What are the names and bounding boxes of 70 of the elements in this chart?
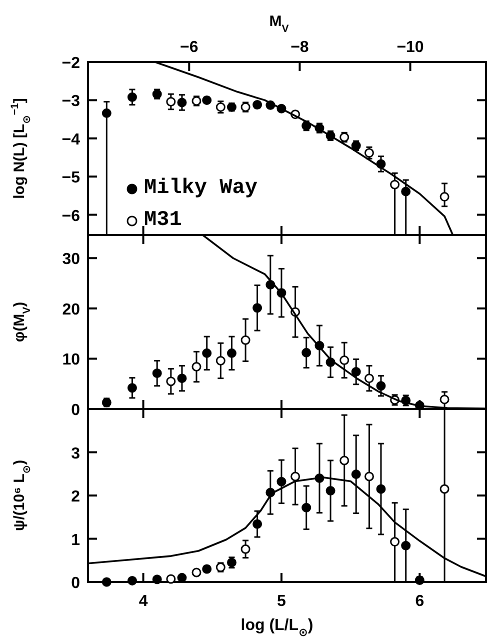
x-tick-label: 4	[138, 593, 148, 610]
x-tick-label: 6	[415, 593, 424, 610]
point	[290, 472, 300, 482]
y-tick-label: 3	[71, 445, 80, 462]
point	[166, 574, 176, 584]
point	[166, 96, 176, 106]
y-tick-label: −5	[62, 170, 80, 187]
x2-tick-label: −6	[180, 39, 198, 56]
point	[351, 367, 361, 377]
y-tick-label: −2	[62, 55, 80, 72]
point	[252, 303, 262, 313]
point	[216, 356, 226, 366]
point	[226, 348, 236, 358]
point	[340, 456, 350, 466]
y-tick-label: 2	[71, 488, 80, 506]
y-tick-label: 0	[71, 575, 80, 592]
point	[177, 572, 187, 582]
point	[340, 355, 350, 365]
point	[127, 383, 137, 393]
point	[326, 486, 336, 496]
point	[202, 564, 212, 574]
point	[440, 192, 450, 202]
point	[390, 537, 400, 547]
point	[364, 472, 374, 482]
point	[177, 98, 187, 108]
point	[351, 470, 361, 480]
point	[390, 180, 400, 190]
point	[376, 381, 386, 391]
point	[202, 348, 212, 358]
y-tick-label: −3	[62, 93, 80, 110]
x2-tick-label: −10	[396, 39, 424, 56]
point	[216, 102, 226, 112]
point	[302, 502, 312, 512]
y-tick-label: 1	[71, 532, 80, 549]
point	[177, 374, 187, 384]
legend-label: Milky Way	[144, 177, 258, 200]
point	[192, 362, 202, 372]
point	[192, 568, 202, 578]
y-tick-label: −4	[62, 131, 80, 148]
point	[414, 576, 424, 586]
x-tick-label: 5	[277, 593, 286, 610]
y-tick-label: 10	[62, 352, 80, 369]
point	[102, 108, 112, 118]
y-tick-label: 30	[62, 251, 80, 268]
y-tick-label: 20	[62, 301, 80, 318]
point	[276, 476, 286, 486]
legend-label: M31	[144, 209, 182, 232]
point	[240, 544, 250, 554]
point	[302, 348, 312, 358]
point	[440, 394, 450, 404]
point	[152, 574, 162, 584]
point	[364, 148, 374, 158]
point	[102, 577, 112, 587]
x2-tick-label: −8	[290, 39, 309, 56]
y-tick-label: −6	[62, 208, 80, 225]
point	[401, 540, 411, 550]
point	[440, 484, 450, 494]
point	[166, 376, 176, 386]
point	[364, 374, 374, 384]
point	[202, 95, 212, 105]
point	[240, 335, 250, 345]
point	[127, 576, 137, 586]
point	[152, 368, 162, 378]
x2-axis-title: M$_{V}$	[269, 13, 289, 35]
point	[127, 92, 137, 102]
point	[376, 484, 386, 494]
point	[401, 186, 411, 196]
x-axis-title: log (L/L$_{⊙}$)	[240, 617, 314, 638]
y-tick-label: 0	[71, 402, 80, 419]
point	[252, 519, 262, 529]
